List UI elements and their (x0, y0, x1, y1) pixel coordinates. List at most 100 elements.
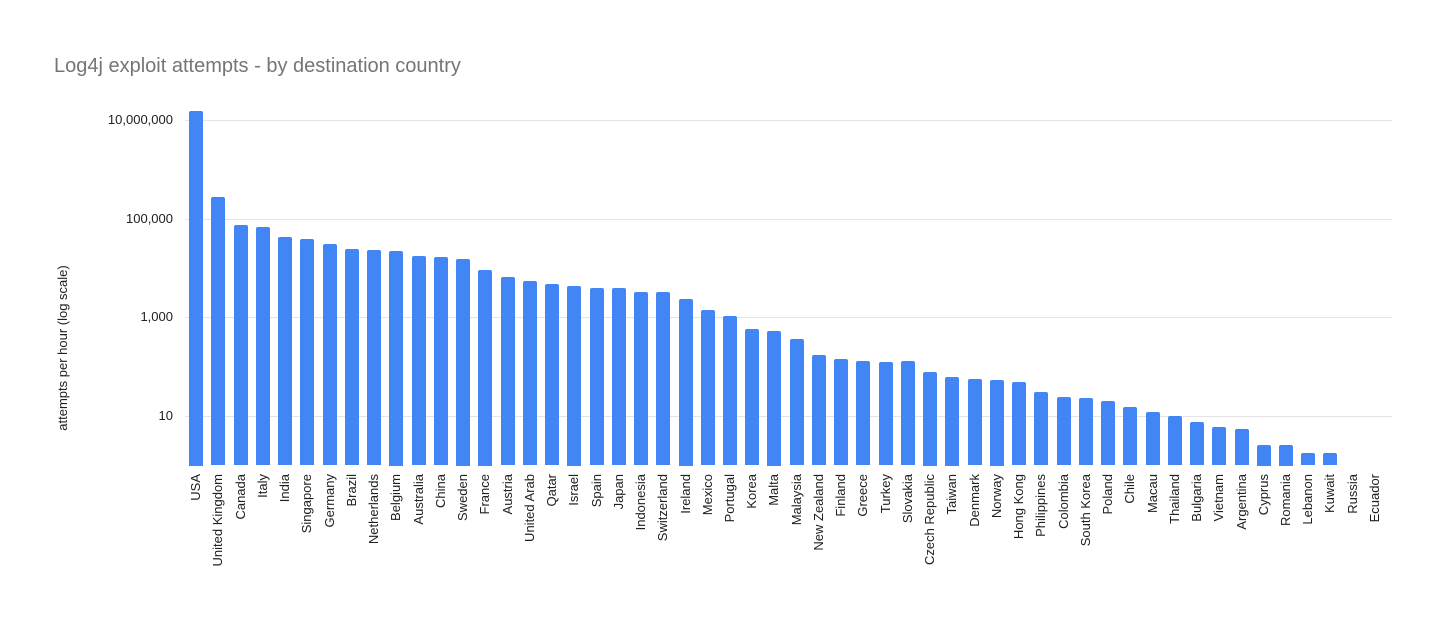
bar-romania[interactable] (1279, 445, 1293, 466)
bar-spain[interactable] (589, 287, 604, 466)
x-label-hong-kong: Hong Kong (1011, 474, 1027, 540)
bar-austria[interactable] (500, 276, 515, 466)
bar-finland[interactable] (834, 358, 849, 466)
y-tick-label: 10,000,000 (107, 111, 173, 127)
x-label-colombia: Colombia (1055, 474, 1071, 529)
x-label-macau: Macau (1144, 474, 1160, 514)
bar-kuwait[interactable] (1323, 452, 1338, 466)
y-tick-label: 100,000 (126, 210, 173, 226)
bar-portugal[interactable] (723, 316, 737, 466)
x-label-argentina: Argentina (1233, 474, 1249, 530)
x-label-greece: Greece (855, 474, 871, 517)
x-label-bulgaria: Bulgaria (1189, 474, 1204, 522)
bar-mexico[interactable] (700, 310, 715, 466)
bar-italy[interactable] (255, 226, 270, 466)
x-label-lebanon: Lebanon (1300, 474, 1316, 525)
bar-poland[interactable] (1101, 401, 1115, 466)
x-label-qatar: Qatar (544, 474, 559, 507)
bar-india[interactable] (278, 237, 293, 466)
x-label-brazil: Brazil (343, 474, 359, 507)
bar-ireland[interactable] (678, 298, 693, 466)
bar-malaysia[interactable] (789, 339, 804, 466)
bar-slovakia[interactable] (900, 361, 915, 466)
x-label-belgium: Belgium (388, 474, 404, 521)
x-label-germany: Germany (321, 474, 337, 528)
x-label-finland: Finland (833, 474, 849, 517)
x-label-japan: Japan (610, 474, 626, 510)
bar-canada[interactable] (233, 224, 248, 466)
bar-japan[interactable] (611, 287, 626, 466)
y-tick-label: 10 (158, 408, 173, 424)
bar-argentina[interactable] (1234, 428, 1249, 466)
bar-netherlands[interactable] (367, 249, 382, 466)
x-label-switzerland: Switzerland (655, 474, 671, 542)
bar-hong-kong[interactable] (1012, 381, 1027, 466)
y-tick-label: 1,000 (140, 309, 173, 325)
bar-philippines[interactable] (1034, 391, 1049, 466)
y-axis-title: attempts per hour (log scale) (55, 265, 70, 431)
x-label-thailand: Thailand (1166, 474, 1182, 524)
bar-lebanon[interactable] (1301, 452, 1316, 466)
x-label-singapore: Singapore (299, 474, 315, 534)
bar-greece[interactable] (856, 361, 871, 466)
bar-france[interactable] (478, 269, 493, 466)
x-label-netherlands: Netherlands (366, 474, 382, 545)
bar-brazil[interactable] (344, 249, 359, 466)
bar-colombia[interactable] (1056, 397, 1071, 466)
bar-south-korea[interactable] (1078, 398, 1093, 466)
bar-thailand[interactable] (1167, 416, 1182, 466)
bar-switzerland[interactable] (656, 291, 671, 466)
bar-chile[interactable] (1123, 407, 1138, 466)
bar-indonesia[interactable] (634, 291, 648, 466)
bar-norway[interactable] (989, 379, 1004, 466)
x-label-norway: Norway (988, 474, 1004, 519)
gridline-100000 (185, 218, 1392, 220)
gridline-1000 (185, 317, 1392, 319)
x-label-austria: Austria (499, 474, 515, 515)
x-label-chile: Chile (1122, 474, 1138, 504)
bar-belgium[interactable] (389, 251, 404, 466)
bar-vietnam[interactable] (1212, 427, 1227, 466)
x-label-korea: Korea (744, 474, 760, 509)
chart-title: Log4j exploit attempts - by destination … (54, 55, 461, 77)
x-label-indonesia: Indonesia (633, 474, 648, 531)
x-label-cyprus: Cyprus (1255, 474, 1271, 516)
bar-malta[interactable] (767, 330, 782, 466)
x-label-denmark: Denmark (966, 474, 982, 527)
bar-bulgaria[interactable] (1190, 422, 1204, 466)
bar-sweden[interactable] (456, 258, 471, 466)
bar-denmark[interactable] (967, 379, 982, 466)
bar-turkey[interactable] (878, 362, 893, 466)
bar-cyprus[interactable] (1256, 445, 1271, 466)
x-label-vietnam: Vietnam (1211, 474, 1227, 522)
bar-singapore[interactable] (300, 239, 315, 466)
x-label-canada: Canada (232, 474, 248, 520)
bar-israel[interactable] (567, 285, 582, 466)
x-label-poland: Poland (1100, 474, 1115, 515)
x-label-russia: Russia (1344, 474, 1360, 514)
x-label-spain: Spain (588, 474, 604, 508)
bar-united-arab[interactable] (522, 281, 537, 466)
bar-usa[interactable] (189, 111, 204, 466)
gridline-10000000 (185, 119, 1392, 121)
bar-taiwan[interactable] (945, 377, 960, 466)
x-label-australia: Australia (410, 474, 426, 525)
bar-korea[interactable] (745, 329, 760, 466)
bar-qatar[interactable] (545, 284, 559, 466)
bar-czech-republic[interactable] (923, 372, 938, 466)
bar-united-kingdom[interactable] (211, 197, 226, 466)
bar-australia[interactable] (411, 255, 426, 466)
gridline-10 (185, 416, 1392, 418)
x-label-mexico: Mexico (699, 474, 715, 516)
x-label-usa: USA (188, 474, 204, 501)
x-label-italy: Italy (254, 474, 270, 498)
bar-new-zealand[interactable] (811, 355, 826, 466)
bar-macau[interactable] (1145, 412, 1160, 466)
x-label-malta: Malta (766, 474, 782, 506)
bar-china[interactable] (433, 257, 448, 466)
x-label-sweden: Sweden (455, 474, 471, 521)
bar-germany[interactable] (322, 244, 337, 466)
x-label-france: France (477, 474, 493, 515)
x-label-israel: Israel (566, 474, 582, 506)
